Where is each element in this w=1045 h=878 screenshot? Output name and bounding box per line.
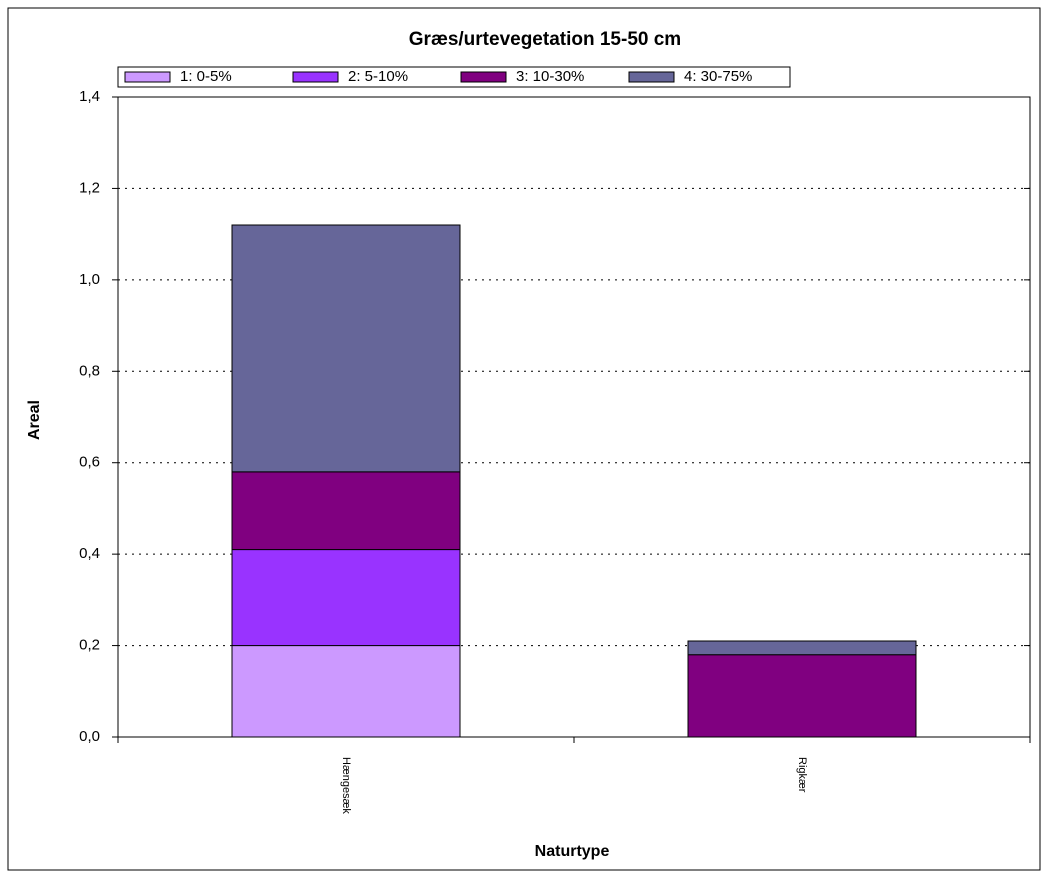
y-tick-label: 0,0: [79, 728, 100, 745]
bar-segment: [231, 224, 461, 473]
legend-label: 2: 5-10%: [348, 68, 408, 85]
legend-box: [117, 66, 791, 88]
y-tick-label: 0,2: [79, 637, 100, 654]
y-tick-label: 0,6: [79, 454, 100, 471]
y-tick-label: 1,4: [79, 88, 100, 105]
y-tick-label: 0,4: [79, 545, 100, 562]
y-axis-label: Areal: [26, 400, 43, 440]
bar-segment: [231, 471, 461, 551]
y-tick-label: 0,8: [79, 362, 100, 379]
legend-swatch: [460, 71, 507, 83]
x-tick-label: Rigkær: [796, 757, 808, 793]
legend-swatch: [628, 71, 675, 83]
bar-segment: [231, 549, 461, 647]
legend-label: 3: 10-30%: [516, 68, 584, 85]
bar-segment: [231, 645, 461, 738]
chart-title: Græs/urtevegetation 15-50 cm: [409, 29, 681, 50]
legend-swatch: [124, 71, 171, 83]
legend-swatch: [292, 71, 339, 83]
y-tick-label: 1,2: [79, 179, 100, 196]
legend-label: 1: 0-5%: [180, 68, 232, 85]
bar-segment: [687, 654, 917, 738]
x-axis-label: Naturtype: [535, 843, 610, 860]
legend-label: 4: 30-75%: [684, 68, 752, 85]
x-tick-label: Hængesæk: [340, 757, 352, 814]
y-tick-label: 1,0: [79, 271, 100, 288]
bar-segment: [687, 640, 917, 656]
